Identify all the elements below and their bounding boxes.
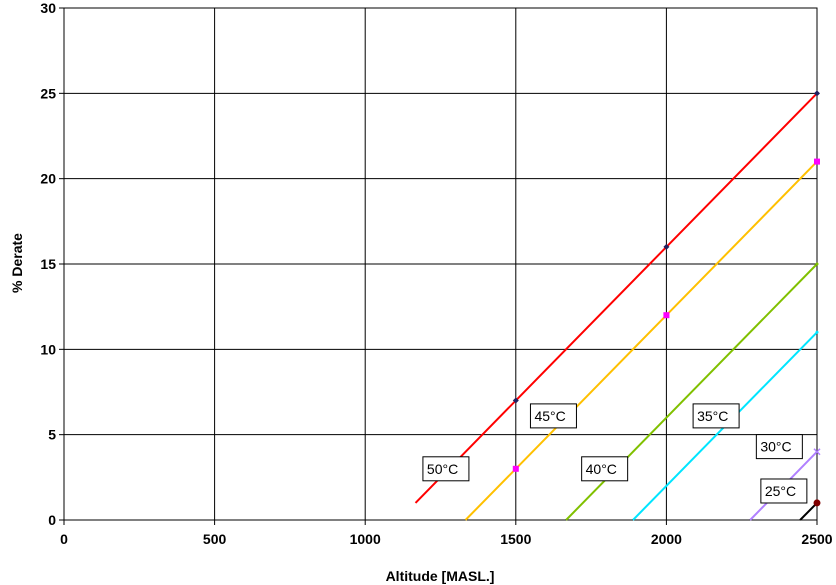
data-point-45c (512, 465, 519, 472)
y-tick-label: 10 (40, 341, 56, 357)
series-label-box (692, 403, 740, 429)
series-line-50c (414, 92, 818, 504)
series-label-text: 30°C (760, 439, 791, 455)
series-label-text: 25°C (765, 483, 796, 499)
series-label-text: 35°C (697, 408, 728, 424)
series-labels: 50°C 45°C 40°C 35°C 30°C 25°C (422, 403, 808, 504)
data-point-35c (815, 330, 819, 334)
y-tick-label: 20 (40, 171, 56, 187)
data-point-50c (512, 397, 519, 404)
x-tick-label: 2500 (801, 531, 832, 547)
x-tick-label: 500 (203, 531, 227, 547)
series-label-30c: 30°C (755, 434, 803, 460)
data-point-50c (814, 90, 820, 97)
data-point-25c (813, 499, 821, 507)
series-line-25c (799, 502, 818, 521)
x-axis-label: Altitude [MASL.] (386, 568, 495, 584)
y-tick-label: 25 (40, 85, 56, 101)
x-tick-label: 2000 (651, 531, 682, 547)
series-label-text: 50°C (427, 461, 458, 477)
series-label-45c: 45°C (529, 403, 577, 429)
y-axis-label: % Derate (9, 233, 25, 293)
data-point-40c (815, 262, 819, 266)
series-label-box (581, 456, 629, 482)
x-tick-label: 1000 (350, 531, 381, 547)
y-tick-label: 30 (40, 0, 56, 16)
series-label-box (755, 434, 803, 460)
y-tick-label: 5 (48, 427, 56, 443)
y-tick-label: 15 (40, 256, 56, 272)
series-label-box (529, 403, 577, 429)
series-label-text: 40°C (586, 461, 617, 477)
y-tick-label: 0 (48, 512, 56, 528)
series-label-35c: 35°C (692, 403, 740, 429)
series-label-25c: 25°C (760, 478, 808, 504)
x-tick-label: 1500 (500, 531, 531, 547)
series-label-50c: 50°C (422, 456, 470, 482)
series-label-box (760, 478, 808, 504)
data-point-30c (813, 448, 821, 456)
series-markers (512, 90, 821, 507)
data-point-50c (663, 243, 670, 250)
y-axis-ticks: 0 5 10 15 20 25 30 (40, 0, 56, 528)
x-tick-label: 0 (60, 531, 68, 547)
series-label-40c: 40°C (581, 456, 629, 482)
data-point-45c (814, 158, 820, 165)
x-axis-ticks: 0 500 1000 1500 2000 2500 (60, 531, 833, 547)
data-point-45c (663, 312, 670, 319)
series-label-box (422, 456, 470, 482)
series-label-text: 45°C (534, 408, 565, 424)
series-line-45c (464, 160, 818, 521)
